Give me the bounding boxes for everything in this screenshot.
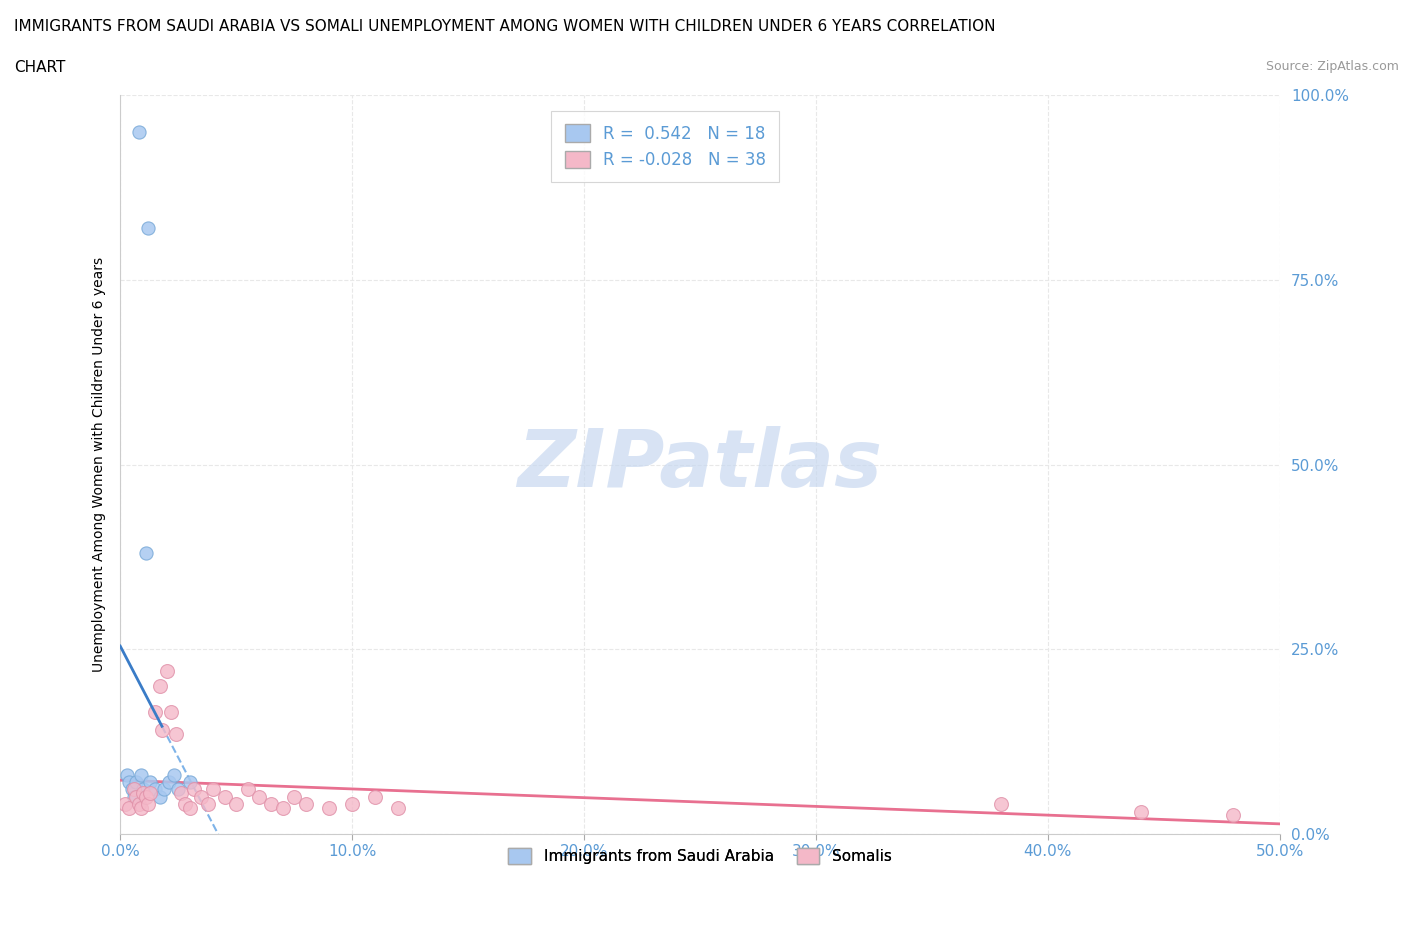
Point bbox=[283, 790, 305, 804]
Point bbox=[132, 782, 155, 797]
Point bbox=[169, 786, 191, 801]
Point bbox=[122, 782, 145, 797]
Point bbox=[135, 546, 157, 561]
Y-axis label: Unemployment Among Women with Children Under 6 years: Unemployment Among Women with Children U… bbox=[93, 257, 107, 672]
Point bbox=[340, 797, 363, 812]
Point bbox=[387, 801, 409, 816]
Point bbox=[179, 801, 201, 816]
Point bbox=[153, 782, 176, 797]
Point bbox=[271, 801, 294, 816]
Point bbox=[122, 790, 145, 804]
Point bbox=[183, 782, 205, 797]
Text: CHART: CHART bbox=[14, 60, 66, 75]
Point bbox=[118, 775, 141, 790]
Point bbox=[157, 775, 180, 790]
Text: ZIPatlas: ZIPatlas bbox=[517, 426, 883, 503]
Point bbox=[318, 801, 340, 816]
Point bbox=[128, 125, 150, 140]
Point bbox=[174, 797, 197, 812]
Point bbox=[990, 797, 1012, 812]
Point bbox=[128, 797, 150, 812]
Point bbox=[247, 790, 270, 804]
Point bbox=[125, 775, 148, 790]
Point bbox=[129, 767, 152, 782]
Point bbox=[132, 786, 155, 801]
Text: Source: ZipAtlas.com: Source: ZipAtlas.com bbox=[1265, 60, 1399, 73]
Point bbox=[114, 797, 136, 812]
Point bbox=[149, 679, 172, 694]
Point bbox=[214, 790, 236, 804]
Point bbox=[149, 790, 172, 804]
Point bbox=[225, 797, 247, 812]
Point bbox=[139, 775, 162, 790]
Point bbox=[162, 767, 184, 782]
Legend: Immigrants from Saudi Arabia, Somalis: Immigrants from Saudi Arabia, Somalis bbox=[502, 843, 897, 870]
Point bbox=[364, 790, 387, 804]
Point bbox=[201, 782, 224, 797]
Point bbox=[150, 723, 173, 737]
Point bbox=[115, 767, 138, 782]
Text: IMMIGRANTS FROM SAUDI ARABIA VS SOMALI UNEMPLOYMENT AMONG WOMEN WITH CHILDREN UN: IMMIGRANTS FROM SAUDI ARABIA VS SOMALI U… bbox=[14, 19, 995, 33]
Point bbox=[118, 801, 141, 816]
Point bbox=[143, 705, 166, 720]
Point bbox=[136, 220, 159, 235]
Point bbox=[167, 782, 190, 797]
Point bbox=[294, 797, 316, 812]
Point bbox=[155, 664, 177, 679]
Point bbox=[129, 801, 152, 816]
Point bbox=[260, 797, 283, 812]
Point bbox=[179, 775, 201, 790]
Point bbox=[160, 705, 183, 720]
Point bbox=[165, 726, 187, 741]
Point bbox=[136, 797, 159, 812]
Point bbox=[197, 797, 219, 812]
Point bbox=[139, 786, 162, 801]
Point bbox=[190, 790, 212, 804]
Point bbox=[125, 790, 148, 804]
Point bbox=[1222, 808, 1244, 823]
Point bbox=[143, 782, 166, 797]
Point bbox=[1129, 804, 1152, 819]
Point bbox=[121, 782, 143, 797]
Point bbox=[236, 782, 259, 797]
Point bbox=[135, 790, 157, 804]
